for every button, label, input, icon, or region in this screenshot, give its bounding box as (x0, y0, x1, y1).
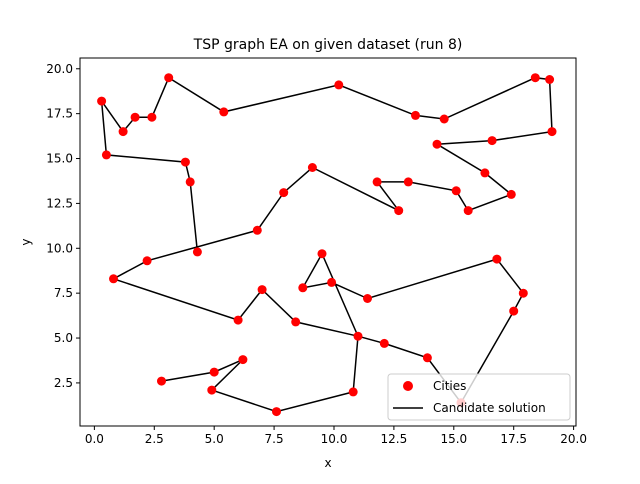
city-point-42 (207, 385, 217, 395)
city-point-48 (185, 177, 195, 187)
city-point-20 (394, 206, 404, 216)
city-point-14 (480, 168, 490, 178)
city-point-36 (363, 294, 372, 303)
city-point-47 (180, 157, 190, 167)
city-point-10 (545, 75, 555, 84)
city-point-3 (147, 112, 157, 122)
city-point-1 (118, 127, 128, 137)
city-point-35 (492, 254, 502, 264)
city-point-7 (411, 110, 420, 120)
city-point-29 (353, 331, 363, 341)
y-axis-ticks: 2.5 5.0 7.5 10.0 12.5 15.0 17.5 20.0 (46, 62, 80, 390)
x-tick-label: 20.0 (560, 432, 587, 446)
city-point-44 (209, 367, 219, 377)
city-point-19 (372, 177, 382, 187)
city-point-43 (238, 355, 248, 365)
y-tick-label: 20.0 (46, 62, 73, 76)
x-tick-label: 10.0 (321, 432, 348, 446)
city-point-27 (257, 285, 267, 295)
y-axis-label: y (19, 238, 33, 245)
city-point-41 (272, 407, 281, 417)
city-point-33 (509, 306, 519, 316)
city-point-8 (439, 114, 449, 124)
city-point-30 (379, 338, 389, 348)
city-point-24 (142, 256, 152, 266)
city-point-40 (348, 387, 358, 397)
x-tick-label: 15.0 (440, 432, 467, 446)
legend-cities-label: Cities (433, 379, 466, 393)
y-tick-label: 5.0 (54, 331, 73, 345)
city-point-11 (547, 127, 557, 137)
city-point-15 (506, 189, 516, 199)
x-tick-label: 2.5 (145, 432, 164, 446)
y-tick-label: 7.5 (54, 286, 73, 300)
x-tick-label: 12.5 (381, 432, 408, 446)
city-point-23 (252, 225, 262, 235)
x-axis-ticks: 0.0 2.5 5.0 7.5 10.0 12.5 15.0 17.5 20.0 (85, 426, 587, 446)
city-point-31 (422, 353, 432, 363)
x-tick-label: 17.5 (500, 432, 527, 446)
x-axis-label: x (324, 456, 331, 470)
y-tick-label: 17.5 (46, 107, 73, 121)
y-tick-label: 15.0 (46, 152, 73, 166)
city-point-0 (97, 96, 107, 106)
city-point-12 (487, 136, 497, 146)
city-point-38 (298, 283, 308, 293)
city-point-13 (432, 139, 442, 149)
city-point-16 (463, 206, 473, 216)
city-point-37 (327, 277, 337, 287)
legend-box (387, 373, 571, 421)
city-point-49 (192, 247, 202, 257)
city-point-39 (317, 249, 327, 259)
city-point-26 (233, 315, 243, 325)
city-point-6 (334, 80, 344, 90)
axes-frame (79, 57, 577, 427)
city-point-21 (307, 163, 317, 172)
plot-layer (97, 73, 557, 417)
city-point-5 (219, 107, 229, 117)
city-point-2 (130, 112, 140, 122)
y-tick-label: 10.0 (46, 241, 73, 255)
chart-title: TSP graph EA on given dataset (run 8) (193, 37, 463, 53)
x-tick-label: 7.5 (265, 432, 284, 446)
x-tick-label: 0.0 (85, 432, 104, 446)
city-point-25 (109, 274, 118, 284)
city-point-9 (530, 73, 540, 83)
city-point-22 (279, 188, 289, 198)
y-tick-label: 12.5 (46, 196, 73, 210)
x-tick-label: 5.0 (205, 432, 224, 446)
city-point-18 (403, 177, 413, 187)
legend-cities-marker (403, 381, 413, 391)
city-point-17 (451, 186, 461, 196)
city-point-45 (157, 376, 166, 386)
city-point-28 (291, 317, 301, 327)
legend-solution-label: Candidate solution (433, 401, 546, 415)
city-point-46 (101, 150, 111, 160)
city-point-4 (164, 73, 174, 83)
legend: Cities Candidate solution (387, 373, 571, 421)
city-point-34 (518, 288, 528, 298)
y-tick-label: 2.5 (54, 376, 73, 390)
